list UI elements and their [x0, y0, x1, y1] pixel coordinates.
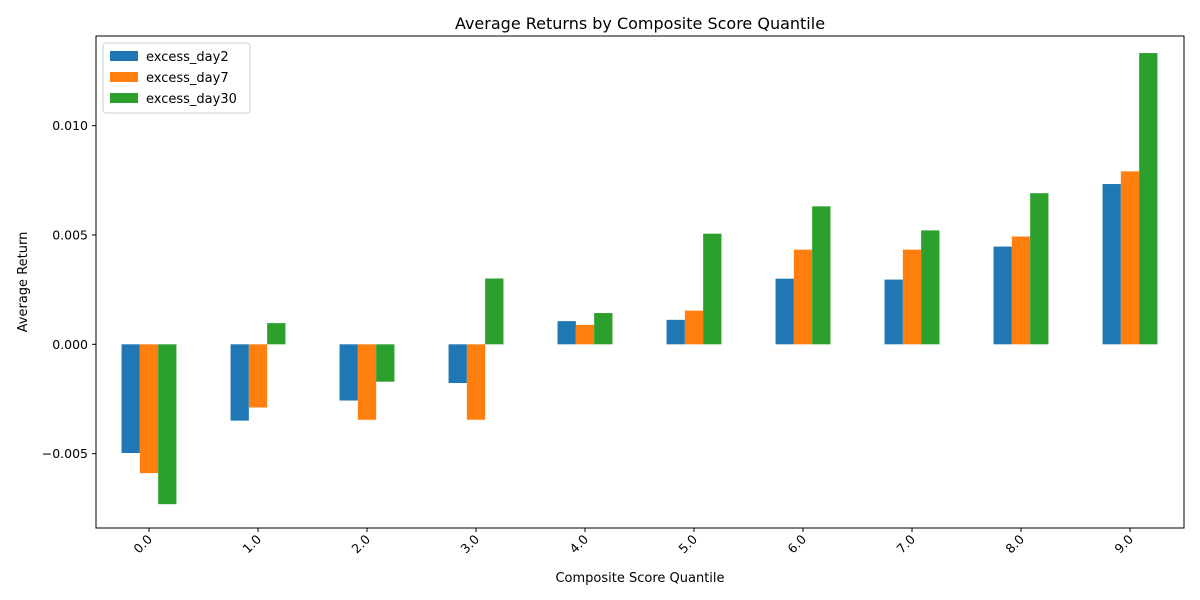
bar-excess_day7-1.0	[248, 344, 268, 408]
bar-excess_day2-9.0	[1102, 184, 1121, 345]
bar-excess_day2-2.0	[339, 344, 358, 401]
bar-excess_day30-7.0	[921, 230, 940, 345]
x-tick-label: 8.0	[1002, 531, 1027, 556]
bar-excess_day7-5.0	[684, 310, 704, 345]
y-tick-label: 0.000	[52, 337, 88, 352]
x-tick-label: 0.0	[130, 531, 155, 556]
chart-title: Average Returns by Composite Score Quant…	[455, 14, 825, 33]
bar-excess_day30-2.0	[376, 344, 395, 382]
bar-excess_day30-8.0	[1030, 193, 1049, 345]
legend-swatch-excess_day30	[110, 93, 138, 103]
x-tick-label: 5.0	[675, 531, 700, 556]
x-tick-label: 9.0	[1111, 531, 1136, 556]
legend-label-excess_day30: excess_day30	[146, 92, 237, 107]
x-tick-label: 3.0	[457, 531, 482, 556]
bar-excess_day7-8.0	[1011, 236, 1031, 345]
y-axis: −0.005 0.000 0.005 0.010	[42, 118, 96, 461]
y-tick-label: −0.005	[42, 446, 88, 461]
bar-excess_day30-1.0	[267, 323, 286, 345]
legend-box	[102, 42, 251, 114]
y-tick-label: 0.010	[52, 118, 88, 133]
x-tick-label: 6.0	[784, 531, 809, 556]
legend-swatch-excess_day2	[110, 51, 138, 61]
bar-excess_day30-3.0	[485, 278, 504, 345]
bar-excess_day2-0.0	[121, 344, 140, 453]
bar-excess_day7-7.0	[902, 249, 922, 345]
x-tick-label: 4.0	[566, 531, 591, 556]
bar-excess_day2-7.0	[884, 279, 903, 345]
bar-excess_day2-1.0	[230, 344, 249, 421]
legend-swatch-excess_day7	[110, 72, 138, 82]
y-axis-label: Average Return	[16, 232, 31, 333]
bar-excess_day7-4.0	[575, 324, 595, 345]
bar-excess_day7-9.0	[1120, 171, 1140, 345]
x-axis: 0.0 1.0 2.0 3.0 4.0 5.0 6.0 7.0 8.0 9.0	[130, 528, 1136, 556]
bar-excess_day30-6.0	[812, 206, 831, 345]
plot-frame	[95, 35, 1185, 529]
bar-excess_day30-9.0	[1139, 53, 1158, 345]
bars-layer	[121, 53, 1158, 505]
x-tick-label: 2.0	[348, 531, 373, 556]
bar-excess_day2-6.0	[775, 278, 794, 345]
bar-excess_day2-8.0	[993, 246, 1012, 345]
x-tick-label: 1.0	[239, 531, 264, 556]
x-axis-label: Composite Score Quantile	[555, 571, 724, 586]
bar-excess_day7-0.0	[139, 344, 159, 474]
bar-excess_day30-0.0	[158, 344, 177, 505]
bar-excess_day30-5.0	[703, 233, 722, 345]
legend-label-excess_day2: excess_day2	[146, 50, 229, 65]
x-tick-label: 7.0	[893, 531, 918, 556]
bar-excess_day2-5.0	[666, 319, 685, 345]
y-tick-label: 0.005	[52, 227, 88, 242]
legend: excess_day2 excess_day7 excess_day30	[102, 42, 251, 114]
legend-label-excess_day7: excess_day7	[146, 71, 229, 86]
bar-excess_day2-3.0	[448, 344, 467, 384]
bar-excess_day2-4.0	[557, 321, 576, 345]
bar-excess_day7-6.0	[793, 249, 813, 345]
bar-excess_day7-3.0	[466, 344, 486, 420]
bar-excess_day7-2.0	[357, 344, 377, 420]
bar-excess_day30-4.0	[594, 313, 613, 345]
